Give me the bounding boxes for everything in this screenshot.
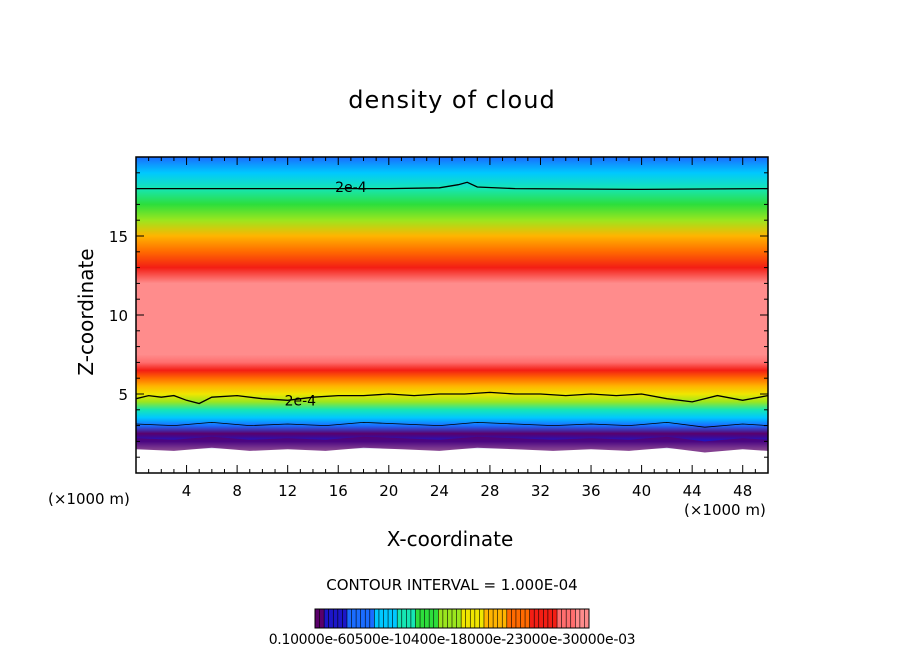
colorbar-cell: [584, 609, 590, 628]
chart-title: density of cloud: [348, 86, 556, 114]
density-gradient: [136, 157, 768, 450]
colorbar-cell: [424, 609, 430, 628]
x-axis-title: X-coordinate: [386, 527, 514, 551]
colorbar-cell: [552, 609, 558, 628]
colorbar-cell: [529, 609, 535, 628]
colorbar-cell: [520, 609, 526, 628]
colorbar-cell: [360, 609, 366, 628]
contour-label: 2e-4: [285, 393, 317, 409]
colorbar-cell: [374, 609, 380, 628]
colorbar-tick-labels: 0.10000e-60500e-10400e-18000e-23000e-300…: [268, 632, 636, 648]
x-tick-label: 8: [232, 482, 242, 500]
colorbar-cell: [515, 609, 521, 628]
colorbar-cell: [369, 609, 375, 628]
colorbar-cell: [410, 609, 416, 628]
colorbar-cell: [429, 609, 435, 628]
x-tick-label: 28: [480, 482, 499, 500]
colorbar-cell: [534, 609, 540, 628]
colorbar-cell: [351, 609, 357, 628]
colorbar-cell: [397, 609, 403, 628]
colorbar-cell: [570, 609, 576, 628]
colorbar-cell: [461, 609, 466, 628]
colorbar-cell: [561, 609, 567, 628]
colorbar-cell: [493, 609, 498, 628]
x-tick-label: 12: [278, 482, 297, 500]
x-tick-label: 40: [632, 482, 651, 500]
colorbar-cell: [566, 609, 572, 628]
colorbar-cell: [538, 609, 544, 628]
colorbar: [314, 608, 590, 629]
colorbar-cell: [356, 609, 361, 628]
colorbar-cell: [319, 609, 325, 628]
colorbar-cell: [506, 609, 512, 628]
x-tick-label: 16: [329, 482, 348, 500]
colorbar-cell: [479, 609, 485, 628]
y-tick-label: 10: [109, 307, 128, 325]
colorbar-cell: [452, 609, 457, 628]
colorbar-cell: [511, 609, 517, 628]
density-field: [136, 157, 768, 473]
x-tick-label: 4: [182, 482, 192, 500]
colorbar-cell: [442, 609, 448, 628]
colorbar-cell: [543, 609, 549, 628]
colorbar-cell: [497, 609, 503, 628]
contour-2e-4-lower: [136, 391, 768, 405]
colorbar-cell: [388, 609, 393, 628]
y-tick-label: 5: [118, 386, 128, 404]
y-tick-label: 15: [109, 228, 128, 246]
colorbar-cell: [488, 609, 494, 628]
x-unit-label-left: (×1000 m): [48, 490, 130, 508]
colorbar-cell: [420, 609, 425, 628]
x-tick-label: 44: [683, 482, 702, 500]
colorbar-cell: [328, 609, 334, 628]
y-axis-title: Z-coordinate: [74, 248, 98, 376]
colorbar-cell: [547, 609, 553, 628]
colorbar-cell: [315, 609, 320, 628]
colorbar-cell: [415, 609, 421, 628]
colorbar-cell: [575, 609, 581, 628]
colorbar-cell: [401, 609, 407, 628]
colorbar-cell: [470, 609, 476, 628]
contour-low: [136, 421, 768, 428]
contour-interval-label: CONTOUR INTERVAL = 1.000E-04: [326, 576, 578, 594]
x-tick-label: 20: [379, 482, 398, 500]
colorbar-frame: [314, 608, 590, 629]
colorbar-cell: [525, 609, 530, 628]
colorbar-cell: [465, 609, 471, 628]
colorbar-cell: [474, 609, 480, 628]
x-tick-label: 32: [531, 482, 550, 500]
x-unit-label-right: (×1000 m): [684, 501, 766, 519]
x-tick-label: 24: [430, 482, 449, 500]
colorbar-cell: [447, 609, 453, 628]
colorbar-cell: [433, 609, 439, 628]
colorbar-cell: [483, 609, 489, 628]
colorbar-cell: [378, 609, 384, 628]
colorbar-cell: [557, 609, 562, 628]
colorbar-cell: [337, 609, 343, 628]
x-tick-label: 48: [733, 482, 752, 500]
colorbar-cell: [342, 609, 348, 628]
x-tick-label: 36: [581, 482, 600, 500]
colorbar-cell: [406, 609, 412, 628]
colorbar-cell: [346, 609, 352, 628]
contour-2e-4-upper: [136, 181, 768, 191]
colorbar-cell: [324, 609, 329, 628]
contour-label: 2e-4: [335, 180, 367, 196]
contour-lines: 2e-4 2e-4: [136, 180, 768, 428]
colorbar-cell: [383, 609, 389, 628]
colorbar-cell: [456, 609, 462, 628]
colorbar-cell: [579, 609, 585, 628]
colorbar-cell: [438, 609, 444, 628]
colorbar-cell: [333, 609, 339, 628]
colorbar-cell: [392, 609, 398, 628]
colorbar-cell: [365, 609, 371, 628]
cloud-base-fringe: [136, 436, 768, 453]
colorbar-cell: [502, 609, 508, 628]
